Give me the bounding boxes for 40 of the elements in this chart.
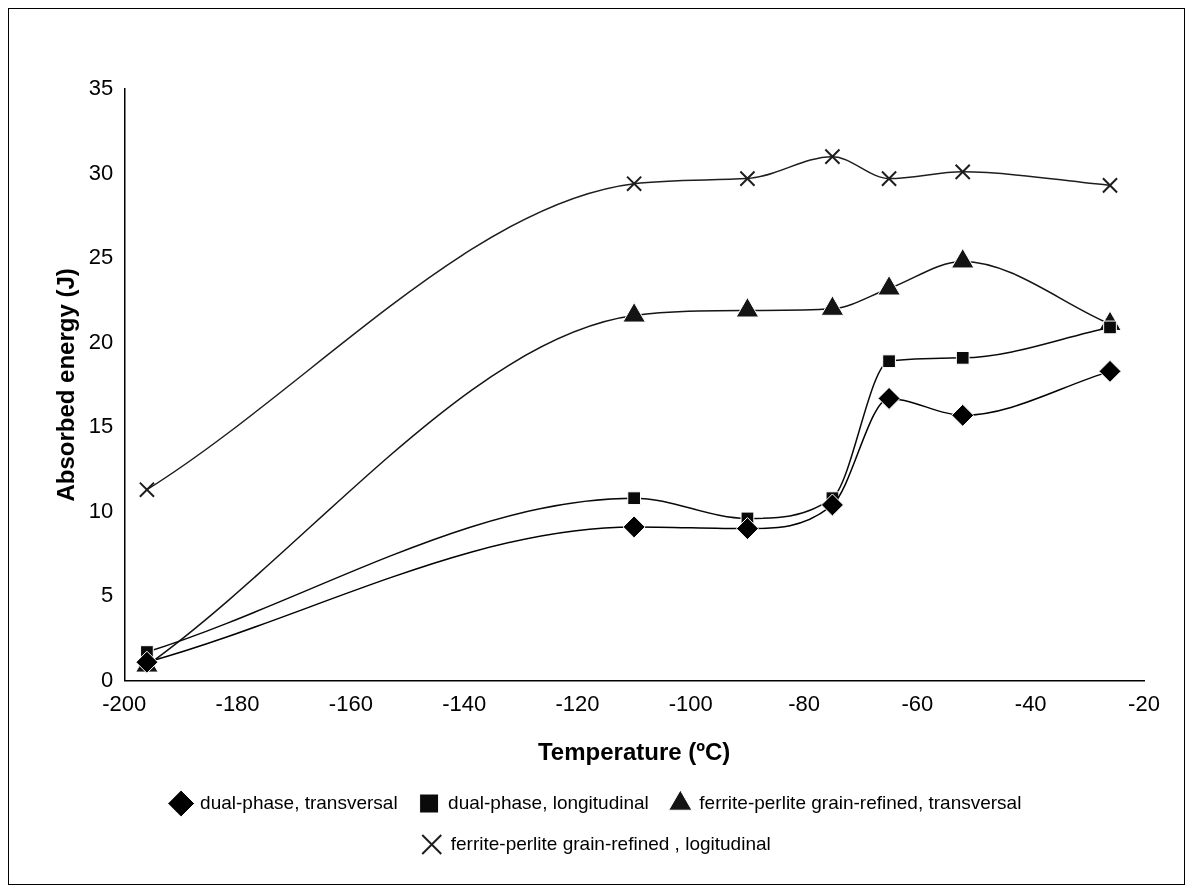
y-tick-label: 30 bbox=[88, 159, 114, 185]
y-tick-label: 0 bbox=[101, 666, 114, 692]
x-tick-label: -140 bbox=[442, 691, 487, 717]
y-tick-label: 20 bbox=[88, 328, 114, 354]
x-tick-label: -120 bbox=[555, 691, 600, 717]
point bbox=[824, 148, 841, 165]
point bbox=[877, 386, 901, 410]
y-tick-label: 10 bbox=[88, 497, 114, 523]
y-tick-label: 35 bbox=[88, 75, 114, 101]
y-tick-label: 5 bbox=[101, 582, 114, 608]
legend-label: dual-phase, longitudinal bbox=[448, 791, 649, 813]
point bbox=[820, 493, 844, 517]
legend-label: dual-phase, transversal bbox=[200, 791, 398, 813]
x-tick-label: -100 bbox=[668, 691, 713, 717]
legend-label: ferrite-perlite grain-refined, transversal bbox=[699, 791, 1022, 813]
point bbox=[138, 481, 155, 498]
point bbox=[954, 163, 971, 180]
point bbox=[951, 403, 975, 427]
point bbox=[622, 515, 646, 539]
x-tick-label: -20 bbox=[1128, 691, 1160, 717]
point bbox=[627, 491, 641, 506]
point bbox=[735, 517, 759, 541]
y-tick-label: 25 bbox=[88, 244, 114, 270]
x-tick-label: -180 bbox=[215, 691, 260, 717]
x-tick-label: -200 bbox=[102, 691, 147, 717]
x-tick-label: -80 bbox=[788, 691, 820, 717]
y-axis-title: Absorbed energy (J) bbox=[52, 268, 80, 502]
point bbox=[882, 354, 896, 369]
point bbox=[1098, 359, 1122, 383]
y-tick-label: 15 bbox=[88, 413, 114, 439]
legend-label: ferrite-perlite grain-refined , logitudinal bbox=[450, 832, 771, 854]
point bbox=[739, 170, 756, 187]
point bbox=[881, 170, 898, 187]
point bbox=[1101, 177, 1119, 194]
x-tick-label: -160 bbox=[328, 691, 373, 717]
x-tick-label: -40 bbox=[1014, 691, 1047, 717]
point bbox=[955, 350, 970, 365]
x-axis-title: Temperature (ºC) bbox=[537, 738, 731, 766]
x-tick-label: -60 bbox=[901, 691, 934, 717]
point bbox=[626, 175, 643, 192]
